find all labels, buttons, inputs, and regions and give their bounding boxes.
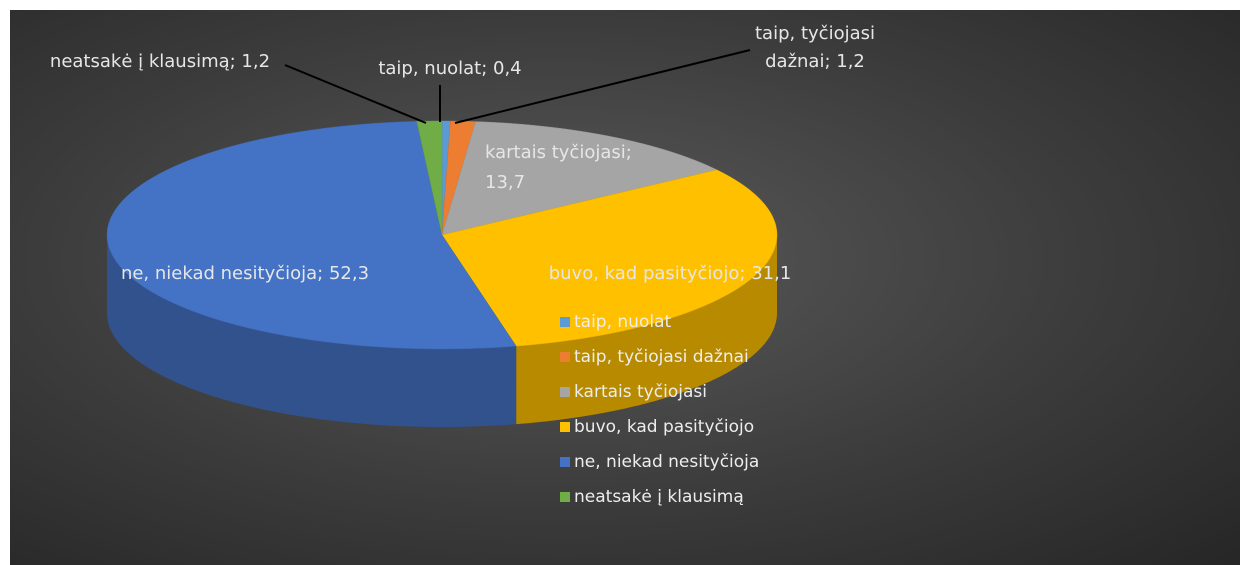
data-label: neatsakė į klausimą; 1,2 — [49, 51, 271, 72]
slice — [441, 169, 778, 347]
legend-label: taip, nuolat — [574, 312, 672, 332]
legend-swatch — [560, 492, 570, 502]
legend-label: kartais tyčiojasi — [574, 382, 707, 402]
legend-swatch — [560, 422, 570, 432]
legend-label: buvo, kad pasityčiojo — [574, 417, 755, 437]
legend-label: neatsakė į klausimą — [574, 487, 744, 507]
leader-line — [284, 64, 427, 124]
leader-line — [454, 49, 751, 124]
legend-swatch — [560, 352, 570, 362]
legend-item: taip, tyčiojasi dažnai — [560, 347, 749, 367]
data-label: ne, niekad nesityčioja; 52,3 — [120, 263, 370, 284]
legend-item: taip, nuolat — [560, 312, 671, 332]
legend-label: ne, niekad nesityčioja — [574, 452, 760, 472]
data-label: taip, nuolat; 0,4 — [378, 58, 522, 79]
slice — [106, 121, 517, 350]
legend-item: kartais tyčiojasi — [560, 382, 707, 402]
data-label: kartais tyčiojasi; 13,7 — [485, 142, 632, 193]
chart-area: taip, nuolat; 0,4 taip, tyčiojasi dažnai;… — [10, 10, 1240, 565]
legend-item: neatsakė į klausimą — [560, 487, 744, 507]
data-label: taip, tyčiojasi dažnai; 1,2 — [755, 23, 875, 72]
data-label: buvo, kad pasityčiojo; 31,1 — [548, 263, 792, 284]
chart — [106, 49, 778, 427]
legend-swatch — [560, 317, 570, 327]
legend-item: buvo, kad pasityčiojo — [560, 417, 754, 437]
legend-label: taip, tyčiojasi dažnai — [574, 347, 749, 367]
slice-side — [516, 235, 777, 425]
slice-side — [107, 235, 517, 427]
legend-swatch — [560, 387, 570, 397]
legend-item: ne, niekad nesityčioja — [560, 452, 759, 472]
legend-swatch — [560, 457, 570, 467]
slice — [441, 121, 718, 236]
